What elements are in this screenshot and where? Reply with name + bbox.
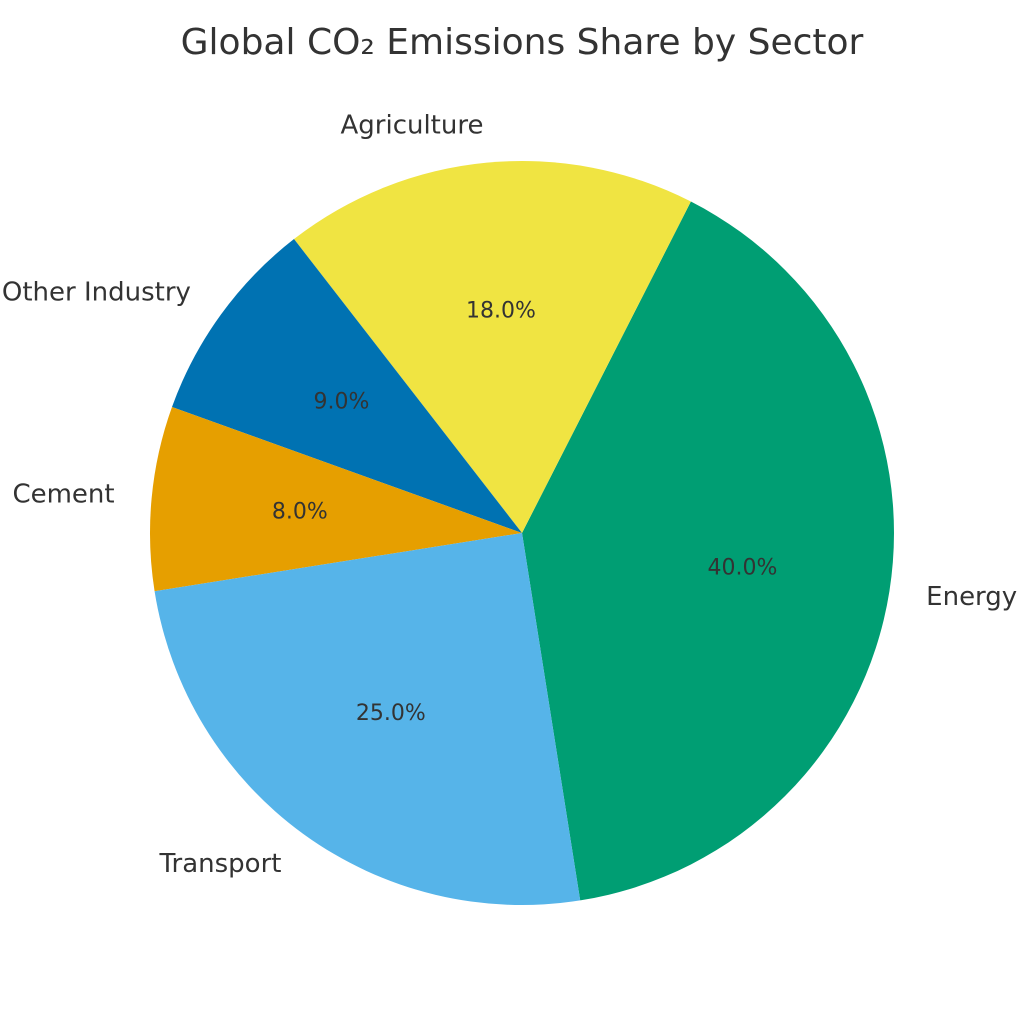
- pct-label-agriculture: 18.0%: [466, 298, 536, 323]
- pie-slice-energy: [522, 201, 894, 901]
- pct-label-transport: 25.0%: [356, 701, 426, 726]
- pie-slice-transport: [154, 533, 581, 905]
- pct-label-other-industry: 9.0%: [313, 389, 369, 414]
- slice-label-cement: Cement: [12, 479, 114, 509]
- slice-label-other-industry: Other Industry: [2, 277, 191, 307]
- pie-slices: [150, 161, 894, 905]
- slice-label-energy: Energy: [926, 582, 1017, 612]
- pie-slice-cement: [150, 406, 522, 592]
- chart-title: Global CO₂ Emissions Share by Sector: [181, 22, 864, 63]
- pct-label-energy: 40.0%: [708, 555, 778, 580]
- slice-label-agriculture: Agriculture: [340, 111, 483, 141]
- pct-label-cement: 8.0%: [272, 499, 328, 524]
- pie-slice-other-industry: [171, 239, 522, 534]
- pie-labels: 40.0% Energy 18.0% Agriculture 9.0% Other Ind…: [2, 111, 1017, 879]
- pie-slice-agriculture: [293, 161, 691, 533]
- slice-label-transport: Transport: [158, 849, 281, 879]
